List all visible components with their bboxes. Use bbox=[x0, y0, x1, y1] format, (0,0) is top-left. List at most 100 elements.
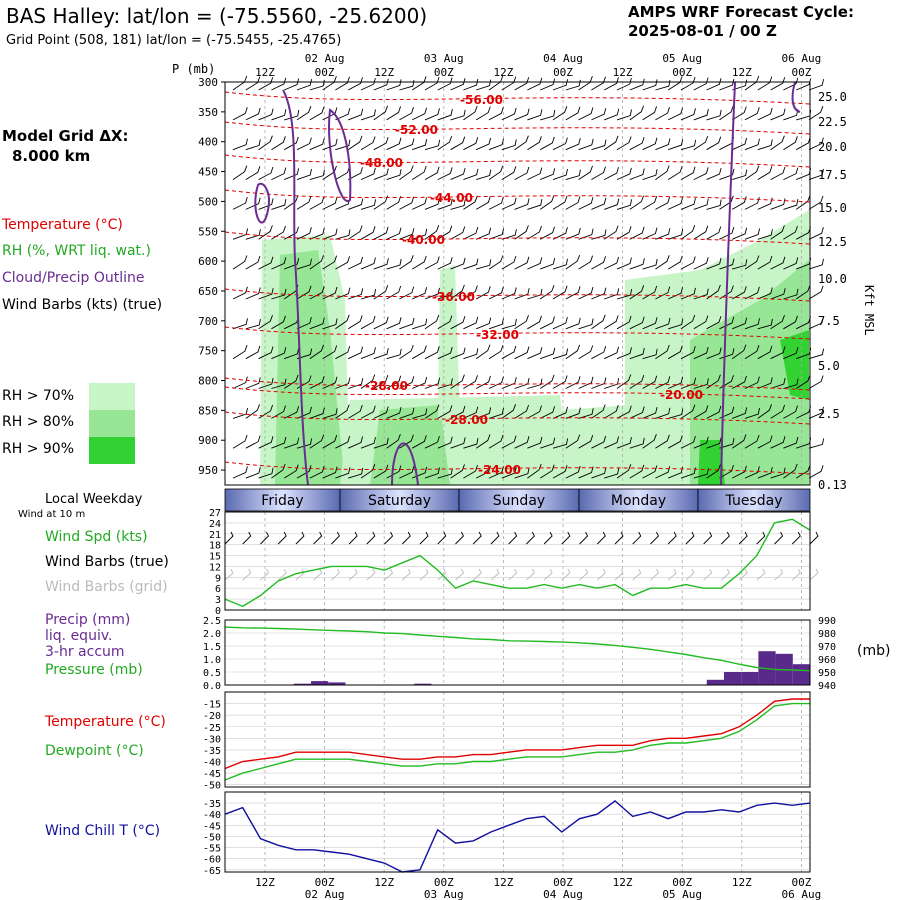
wind-barb bbox=[552, 285, 568, 300]
y-tick-label: 3 bbox=[215, 595, 221, 606]
wind-barb bbox=[591, 166, 606, 180]
wind-barb bbox=[488, 138, 504, 151]
wind-barb bbox=[783, 225, 798, 240]
wind-barb bbox=[258, 166, 274, 180]
wind-barb bbox=[706, 437, 722, 449]
wind-barb bbox=[732, 169, 748, 181]
y-tick-label: -35 bbox=[203, 746, 221, 757]
precip-panel-frame bbox=[224, 619, 811, 686]
height-tick-label: 0.13 bbox=[818, 478, 847, 492]
bottom-hour-label: 12Z bbox=[732, 876, 752, 889]
wind-barb bbox=[514, 288, 530, 300]
wind-barb bbox=[437, 225, 453, 240]
wind-barb bbox=[412, 318, 428, 330]
wind-barb bbox=[565, 407, 581, 419]
wind-barb bbox=[591, 197, 607, 210]
wind-barb bbox=[475, 286, 491, 300]
wind-barb bbox=[322, 408, 338, 419]
wind-barb bbox=[232, 107, 248, 121]
wind-barb bbox=[399, 165, 414, 180]
cloud-outline bbox=[254, 182, 270, 224]
wind-chill-panel-frame bbox=[224, 791, 811, 873]
wind-barb bbox=[232, 255, 248, 270]
wind-barb bbox=[757, 377, 773, 389]
wind-barb bbox=[424, 256, 440, 270]
wind-barb bbox=[565, 196, 581, 210]
wind-barb bbox=[335, 467, 351, 479]
wind-barb bbox=[629, 78, 645, 91]
wind-barb bbox=[386, 348, 402, 360]
legend-rh90-label: RH > 90% bbox=[2, 441, 75, 457]
wind-barb bbox=[552, 465, 568, 479]
wind-barb bbox=[642, 348, 658, 360]
temperature-contour bbox=[224, 121, 811, 135]
wind-barb bbox=[616, 315, 632, 330]
wind-barb bbox=[629, 105, 645, 121]
wind-barb bbox=[808, 316, 824, 330]
surface-grid-wind-barb bbox=[667, 568, 677, 581]
wind-barb bbox=[629, 348, 645, 360]
wind-barb bbox=[347, 315, 363, 330]
wind-barb bbox=[591, 256, 606, 270]
wind-barb bbox=[501, 466, 517, 479]
wind-barb bbox=[245, 197, 261, 210]
wind-barb bbox=[655, 344, 670, 360]
wind-barb bbox=[783, 315, 798, 330]
wind-barb bbox=[655, 196, 671, 210]
wind-barb bbox=[386, 465, 402, 479]
wind-barb bbox=[424, 225, 440, 240]
wind-barb bbox=[552, 406, 568, 419]
wind-barb bbox=[629, 464, 645, 479]
wind-barb bbox=[463, 285, 478, 300]
precip-bar bbox=[723, 672, 742, 685]
wind-barb bbox=[783, 288, 799, 300]
liq-equiv-label: liq. equiv. bbox=[45, 628, 113, 644]
wind-barb bbox=[732, 317, 748, 330]
wind-barb bbox=[245, 404, 261, 419]
wind-barb bbox=[616, 405, 632, 419]
wind-barb bbox=[783, 109, 799, 121]
wind-barb bbox=[271, 315, 286, 330]
wind-barb bbox=[245, 435, 261, 449]
wind-barb bbox=[399, 466, 415, 479]
wind-barb bbox=[360, 437, 376, 449]
wind-barb bbox=[386, 137, 402, 151]
wind-barb bbox=[552, 258, 568, 270]
wind-barb bbox=[719, 78, 735, 91]
wind-barb bbox=[744, 138, 760, 151]
wind-barb bbox=[693, 108, 709, 121]
wind-barb bbox=[360, 226, 376, 240]
wind-barb bbox=[322, 345, 338, 360]
wind-barb bbox=[629, 316, 645, 330]
wind-barb bbox=[296, 348, 313, 360]
pressure-tick-label: 850 bbox=[198, 404, 218, 417]
y-tick-label: 0.5 bbox=[203, 668, 221, 679]
wind-barb bbox=[667, 435, 683, 449]
surface-grid-wind-barb bbox=[401, 568, 411, 581]
wind-barb bbox=[719, 438, 735, 449]
wind-barb bbox=[476, 169, 492, 181]
wind-barb bbox=[322, 435, 338, 449]
wind-barb bbox=[360, 347, 376, 360]
wind-barb bbox=[283, 195, 299, 210]
wind-barb bbox=[424, 139, 441, 151]
wind-barb bbox=[693, 225, 709, 240]
wind-barb bbox=[412, 376, 428, 389]
wind-barb bbox=[348, 256, 364, 270]
wind-barb bbox=[565, 376, 581, 389]
surface-grid-wind-barb bbox=[809, 568, 819, 581]
wind-barb bbox=[232, 196, 248, 210]
wind-barb bbox=[680, 108, 696, 121]
precip-bar bbox=[328, 682, 346, 685]
wind-barb bbox=[501, 345, 517, 360]
top-date-label: 02 Aug bbox=[305, 52, 345, 65]
surface-wind-barb bbox=[738, 531, 748, 545]
wind-barb bbox=[488, 407, 504, 419]
wind-barb bbox=[668, 197, 684, 210]
wind-barb bbox=[488, 345, 504, 360]
wind-barb bbox=[783, 199, 799, 210]
bottom-hour-label: 00Z bbox=[791, 876, 811, 889]
wind-barb bbox=[629, 374, 645, 389]
surface-grid-wind-barb bbox=[774, 568, 784, 581]
height-tick-label: 7.5 bbox=[818, 314, 840, 328]
